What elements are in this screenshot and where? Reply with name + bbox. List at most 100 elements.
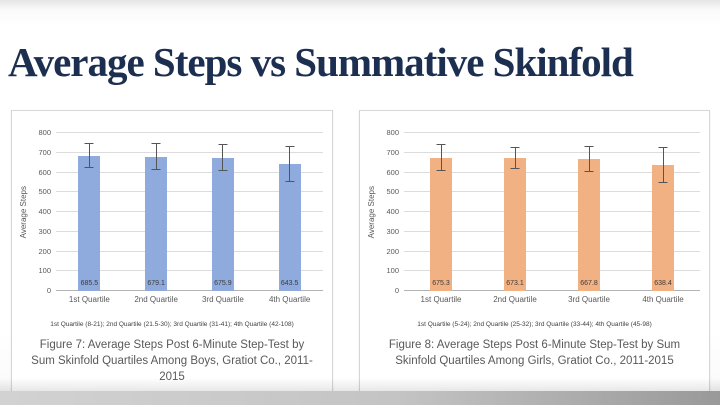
error-bar-cap-bottom xyxy=(510,167,520,169)
y-tick-label: 400 xyxy=(386,207,399,216)
error-bar-stem xyxy=(289,146,291,182)
bar xyxy=(211,157,234,291)
y-tick-label: 600 xyxy=(38,167,51,177)
x-category-label: 1st Quartile xyxy=(68,295,110,304)
y-tick-label: 300 xyxy=(38,226,51,236)
gridline xyxy=(56,171,323,173)
error-bar-stem xyxy=(588,146,590,173)
bar-value-label: 679.1 xyxy=(147,280,165,287)
plot-area: 685.5 679.1 675.9 643.5 xyxy=(56,132,323,291)
gridline xyxy=(404,230,700,232)
error-bar-cap-bottom xyxy=(218,170,228,172)
bar-value-label: 638.4 xyxy=(654,280,672,287)
bar-slot: 679.1 xyxy=(123,133,190,291)
error-bar-stem xyxy=(88,142,90,169)
bar-slot: 675.3 xyxy=(404,133,478,291)
gridline xyxy=(56,191,323,193)
bar xyxy=(145,156,168,291)
chart-panel-girls: Average Steps 0 100 200 300 400 500 600 700 800 … xyxy=(359,110,710,392)
bar-value-label: 675.3 xyxy=(432,280,450,287)
bar-slot: 685.5 xyxy=(56,133,123,291)
error-bar xyxy=(583,146,596,173)
gridline xyxy=(56,132,323,133)
error-bar-stem xyxy=(222,143,224,172)
y-axis-title: Average Steps xyxy=(19,185,28,239)
error-bar xyxy=(216,143,229,172)
y-tick-label: 100 xyxy=(386,266,399,276)
error-bar xyxy=(150,143,163,171)
error-bar-stem xyxy=(662,147,664,183)
y-tick-label: 0 xyxy=(394,286,399,295)
slide-bottom-shadow xyxy=(0,391,720,405)
error-bar-cap-bottom xyxy=(584,171,594,173)
bar xyxy=(504,158,526,291)
gridline xyxy=(56,290,323,291)
figure-caption: Figure 7: Average Steps Post 6-Minute St… xyxy=(31,339,313,383)
gridline xyxy=(404,191,700,193)
chart-panel-boys: Average Steps 0 100 200 300 400 500 600 700 800 … xyxy=(11,110,333,392)
slide-title: Average Steps vs Summative Skinfold xyxy=(8,39,634,85)
bar-slot: 675.9 xyxy=(190,133,257,291)
bar-slot: 673.1 xyxy=(478,133,552,291)
error-bar-stem xyxy=(155,143,157,171)
y-tick-label: 100 xyxy=(38,266,51,276)
chart-area: Average Steps 0 100 200 300 400 500 600 700 800 … xyxy=(17,129,323,295)
bar-slot: 638.4 xyxy=(626,133,700,291)
error-bar xyxy=(83,142,96,169)
y-tick-label: 700 xyxy=(38,147,51,157)
error-bar xyxy=(657,147,670,183)
x-category-label: 2nd Quartile xyxy=(493,295,537,304)
y-tick-label: 300 xyxy=(386,226,399,236)
gridline xyxy=(56,211,323,212)
gridline xyxy=(404,290,700,291)
y-tick-label: 800 xyxy=(386,128,399,137)
error-bar-stem xyxy=(514,147,516,169)
y-axis-ticks: 0 100 200 300 400 500 600 700 800 xyxy=(30,129,56,295)
bar xyxy=(278,163,301,291)
error-bar-cap-bottom xyxy=(436,170,446,172)
y-tick-label: 200 xyxy=(38,246,51,256)
bar-value-label: 643.5 xyxy=(280,280,299,287)
error-bar-cap-bottom xyxy=(151,169,161,171)
bar xyxy=(578,159,600,291)
y-tick-label: 500 xyxy=(386,187,399,197)
y-tick-label: 0 xyxy=(46,286,51,295)
gridline xyxy=(56,270,323,272)
error-bar xyxy=(509,147,522,169)
x-category-label: 4th Quartile xyxy=(268,295,311,304)
bar xyxy=(652,164,674,291)
x-category-label: 4th Quartile xyxy=(642,295,684,304)
slide-bottom-shadow-fade xyxy=(0,378,720,392)
y-tick-label: 800 xyxy=(38,128,51,137)
y-axis-title: Average Steps xyxy=(367,185,376,239)
x-category-label: 3rd Quartile xyxy=(568,295,610,304)
figure-caption: Figure 8: Average Steps Post 6-Minute St… xyxy=(388,339,681,368)
y-tick-label: 400 xyxy=(38,207,51,216)
plot-area: 675.3 673.1 667.8 638.4 xyxy=(404,132,700,291)
bar-value-label: 673.1 xyxy=(506,280,524,287)
error-bar xyxy=(283,146,296,182)
gridline xyxy=(56,151,323,153)
bar-value-label: 685.5 xyxy=(80,280,99,287)
y-tick-label: 700 xyxy=(386,147,399,157)
x-axis-labels: 1st Quartile 2nd Quartile 3rd Quartile 4th … xyxy=(56,295,323,304)
bar-value-label: 667.8 xyxy=(580,280,598,287)
error-bar-cap-bottom xyxy=(658,181,668,183)
gridline xyxy=(56,250,323,252)
y-axis-ticks: 0 100 200 300 400 500 600 700 800 xyxy=(378,129,404,295)
x-category-label: 3rd Quartile xyxy=(201,295,244,304)
x-axis-labels: 1st Quartile 2nd Quartile 3rd Quartile 4th … xyxy=(404,295,700,304)
y-tick-label: 200 xyxy=(386,246,399,256)
chart-area: Average Steps 0 100 200 300 400 500 600 700 800 … xyxy=(365,129,700,295)
gridline xyxy=(404,211,700,212)
x-category-label: 1st Quartile xyxy=(420,295,462,304)
quartile-range-note: 1st Quartile (8-21); 2nd Quartile (21.5-… xyxy=(50,321,294,328)
error-bar-cap-bottom xyxy=(285,180,295,182)
quartile-range-note: 1st Quartile (5-24); 2nd Quartile (25-32… xyxy=(417,321,652,328)
gridline xyxy=(404,250,700,252)
error-bar xyxy=(435,143,448,172)
gridline xyxy=(56,230,323,232)
x-category-label: 2nd Quartile xyxy=(134,295,178,304)
bar-slot: 667.8 xyxy=(552,133,626,291)
